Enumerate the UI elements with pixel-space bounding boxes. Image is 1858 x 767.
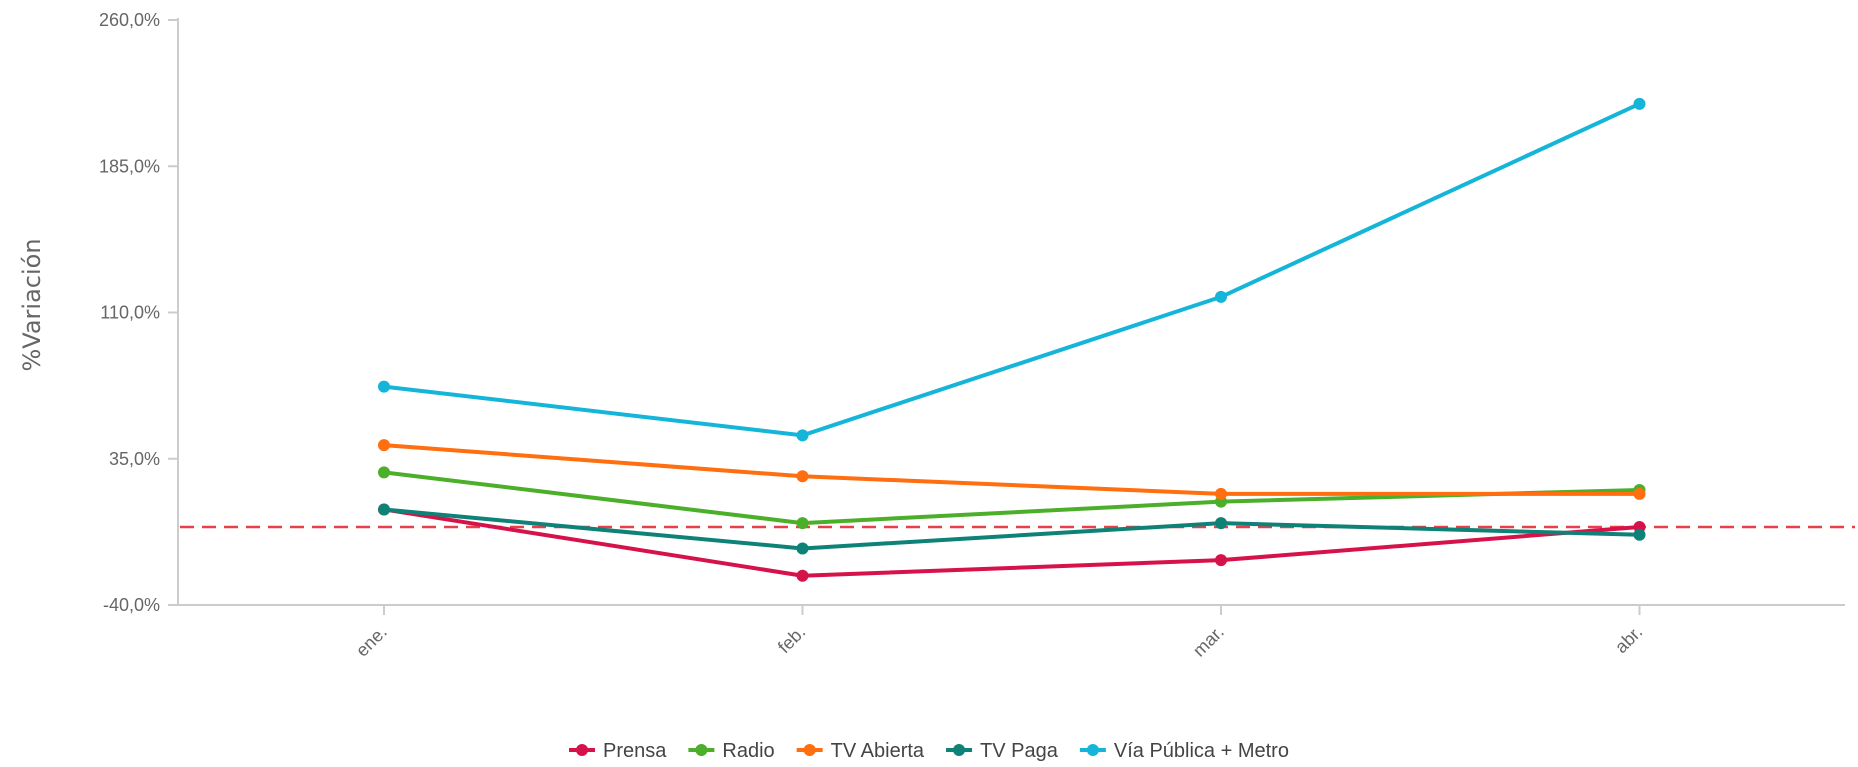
series-line: [382, 507, 1642, 551]
x-tick-label: mar.: [1189, 622, 1228, 661]
legend-label: Vía Pública + Metro: [1114, 740, 1289, 762]
data-point[interactable]: [796, 470, 809, 483]
y-tick-label: 260,0%: [99, 10, 160, 30]
x-tick-label: ene.: [352, 622, 391, 661]
series-line: [382, 507, 1642, 578]
legend-label: TV Abierta: [831, 740, 925, 762]
legend-item-tv-paga[interactable]: TV Paga: [946, 740, 1059, 762]
series-line: [382, 470, 1642, 526]
x-tick-label: abr.: [1611, 622, 1646, 657]
x-axis: ene. feb. mar. abr.: [178, 604, 1845, 661]
legend-item-tv-abierta[interactable]: TV Abierta: [796, 740, 925, 762]
data-point[interactable]: [1215, 554, 1227, 567]
data-point[interactable]: [378, 503, 390, 516]
series-line: [382, 101, 1642, 438]
data-point[interactable]: [378, 380, 390, 393]
x-tick-label: feb.: [774, 622, 809, 657]
data-point[interactable]: [796, 569, 809, 582]
series-tv-paga: [378, 503, 1646, 555]
series-layer: [378, 97, 1646, 582]
legend-marker-dot: [953, 744, 966, 756]
data-point[interactable]: [796, 542, 809, 555]
series-v-a-p-blica-metro: [378, 97, 1646, 442]
y-tick-label: 185,0%: [99, 156, 160, 176]
legend-item-prensa[interactable]: Prensa: [569, 740, 667, 762]
data-point[interactable]: [1215, 517, 1227, 530]
series-radio: [378, 466, 1646, 530]
y-tick-label: 35,0%: [109, 449, 160, 469]
series-line: [382, 443, 1642, 496]
legend-item-v-a-p-blica-metro[interactable]: Vía Pública + Metro: [1079, 740, 1289, 762]
legend: Prensa Radio TV Abierta TV Paga Vía Pública …: [569, 740, 1289, 762]
y-axis-title: %Variación: [18, 238, 46, 371]
data-point[interactable]: [1215, 487, 1227, 500]
legend-label: Radio: [722, 740, 774, 762]
data-point[interactable]: [1633, 528, 1646, 541]
series-tv-abierta: [378, 439, 1646, 500]
legend-marker-dot: [576, 744, 589, 756]
data-point[interactable]: [1633, 487, 1646, 500]
data-point[interactable]: [1633, 97, 1646, 110]
legend-marker-dot: [1086, 744, 1099, 756]
y-tick-label: 110,0%: [100, 303, 160, 323]
y-axis: -40,0% 35,0% 110,0% 185,0% 260,0%: [99, 10, 179, 615]
legend-item-radio[interactable]: Radio: [688, 740, 775, 762]
legend-label: TV Paga: [980, 740, 1059, 762]
data-point[interactable]: [796, 429, 809, 442]
legend-marker-dot: [695, 744, 708, 756]
legend-marker-dot: [803, 744, 816, 756]
legend-label: Prensa: [603, 740, 667, 762]
series-prensa: [378, 503, 1646, 582]
data-point[interactable]: [378, 439, 390, 452]
data-point[interactable]: [378, 466, 390, 479]
data-point[interactable]: [1215, 290, 1227, 303]
y-tick-label: -40,0%: [103, 595, 160, 615]
data-point[interactable]: [796, 517, 809, 530]
